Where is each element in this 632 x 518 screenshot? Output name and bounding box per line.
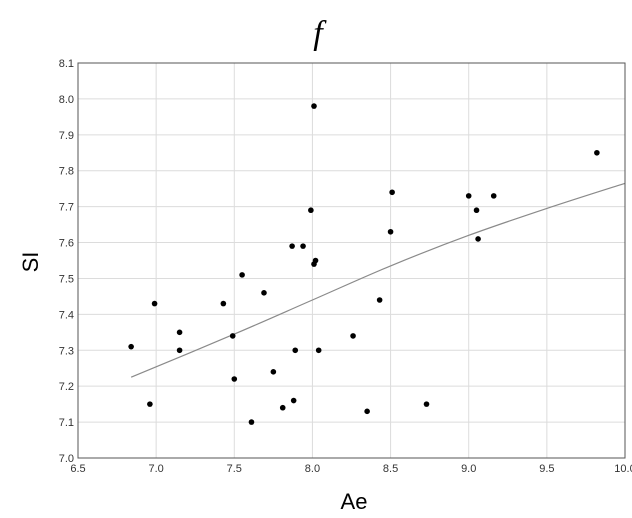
data-point (594, 149, 600, 156)
y-tick-label: 7.4 (59, 309, 74, 321)
y-tick-label: 7.0 (59, 453, 74, 465)
data-point (350, 333, 356, 339)
x-tick-label: 10.0 (614, 463, 632, 475)
data-point (387, 228, 394, 235)
data-point (289, 243, 295, 249)
x-tick-label: 7.0 (148, 463, 163, 475)
data-point (311, 103, 317, 109)
data-point (465, 193, 472, 199)
data-point (300, 243, 306, 249)
x-axis-label: Ae (341, 489, 368, 514)
y-tick-label: 7.1 (59, 417, 74, 429)
data-point (128, 343, 134, 350)
data-point (376, 297, 383, 303)
chart-title: f (313, 15, 327, 52)
x-tick-label: 9.5 (539, 463, 554, 475)
data-points (128, 103, 600, 425)
y-tick-label: 7.8 (59, 166, 74, 178)
grid (77, 62, 626, 459)
data-point (389, 189, 395, 196)
data-point (176, 347, 183, 354)
data-point (364, 408, 370, 415)
plot-frame (77, 62, 626, 459)
y-tick-label: 7.2 (59, 381, 74, 393)
data-point (475, 236, 481, 242)
data-point (248, 419, 255, 425)
data-point (151, 300, 158, 307)
data-point (473, 207, 480, 214)
data-point (239, 272, 245, 278)
data-point (315, 347, 322, 354)
y-tick-label: 7.6 (59, 238, 74, 250)
data-point (308, 207, 314, 214)
trend-line (130, 182, 626, 378)
y-tick-label: 7.5 (59, 273, 74, 285)
x-tick-label: 6.5 (70, 463, 85, 475)
tick-labels: 6.57.07.58.08.59.09.510.07.07.17.27.37.4… (59, 58, 632, 475)
x-tick-label: 8.5 (383, 463, 398, 475)
data-point (270, 369, 277, 375)
data-point (312, 257, 319, 264)
data-point (279, 404, 286, 411)
data-point (423, 401, 430, 407)
y-axis-label: SI (18, 252, 43, 273)
data-point (176, 329, 183, 336)
data-point (147, 401, 153, 407)
y-tick-label: 8.1 (59, 58, 74, 70)
data-point (220, 300, 227, 307)
data-point (292, 347, 299, 354)
data-point (490, 193, 497, 199)
x-tick-label: 8.0 (305, 463, 320, 475)
y-tick-label: 7.3 (59, 345, 74, 357)
x-tick-label: 7.5 (227, 463, 242, 475)
data-point (231, 376, 238, 382)
y-tick-label: 7.7 (59, 202, 74, 214)
data-point (229, 333, 236, 339)
data-point (261, 290, 267, 296)
y-tick-label: 7.9 (59, 130, 74, 142)
y-tick-label: 8.0 (59, 94, 74, 106)
data-point (290, 397, 297, 404)
x-tick-label: 9.0 (461, 463, 476, 475)
